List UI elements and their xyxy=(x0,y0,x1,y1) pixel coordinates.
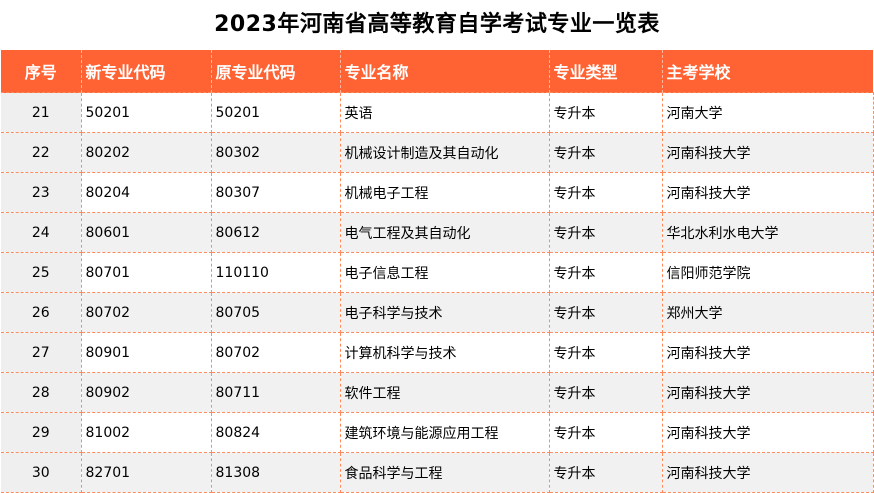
page-title: 2023年河南省高等教育自学考试专业一览表 xyxy=(214,12,660,37)
cell-new-code: 50201 xyxy=(80,92,212,133)
header-index: 序号 xyxy=(1,50,82,93)
cell-school: 河南大学 xyxy=(661,92,874,133)
cell-major-type: 专升本 xyxy=(548,212,663,253)
cell-old-code: 80705 xyxy=(210,292,341,333)
table-row: 22 80202 80302 机械设计制造及其自动化 专升本 河南科技大学 xyxy=(1,132,874,173)
cell-major-type: 专升本 xyxy=(548,332,663,373)
cell-school: 河南科技大学 xyxy=(661,452,874,493)
cell-old-code: 81308 xyxy=(210,452,341,493)
cell-major-name: 计算机科学与技术 xyxy=(339,332,550,373)
cell-school: 河南科技大学 xyxy=(661,372,874,413)
cell-old-code: 80612 xyxy=(210,212,341,253)
header-major-name: 专业名称 xyxy=(340,50,550,93)
cell-new-code: 81002 xyxy=(80,412,212,453)
cell-old-code: 80824 xyxy=(210,412,341,453)
cell-row-index: 30 xyxy=(1,452,82,493)
cell-major-name: 软件工程 xyxy=(339,372,550,413)
cell-old-code: 80702 xyxy=(210,332,341,373)
cell-old-code: 80302 xyxy=(210,132,341,173)
cell-major-type: 专升本 xyxy=(548,252,663,293)
cell-major-name: 机械设计制造及其自动化 xyxy=(339,132,550,173)
cell-school: 河南科技大学 xyxy=(661,332,874,373)
cell-new-code: 80204 xyxy=(80,172,212,213)
cell-school: 河南科技大学 xyxy=(661,172,874,213)
cell-major-type: 专升本 xyxy=(548,372,663,413)
cell-major-type: 专升本 xyxy=(548,172,663,213)
cell-school: 河南科技大学 xyxy=(661,132,874,173)
table-body: 21 50201 50201 英语 专升本 河南大学 22 80202 80302 机械设计制造及… xyxy=(1,92,874,493)
cell-major-name: 电子信息工程 xyxy=(339,252,550,293)
table-header: 序号 新专业代码 原专业代码 专业名称 专业类型 主考学校 xyxy=(1,50,873,93)
table-row: 28 80902 80711 软件工程 专升本 河南科技大学 xyxy=(1,372,874,413)
table-row: 29 81002 80824 建筑环境与能源应用工程 专升本 河南科技大学 xyxy=(1,412,874,453)
cell-new-code: 82701 xyxy=(80,452,212,493)
cell-school: 郑州大学 xyxy=(661,292,874,333)
table-row: 30 82701 81308 食品科学与工程 专升本 河南科技大学 xyxy=(1,452,874,493)
cell-major-type: 专升本 xyxy=(548,132,663,173)
header-old-code: 原专业代码 xyxy=(211,50,341,93)
cell-school: 河南科技大学 xyxy=(661,412,874,453)
table-row: 25 80701 110110 电子信息工程 专升本 信阳师范学院 xyxy=(1,252,874,293)
header-row: 序号 新专业代码 原专业代码 专业名称 专业类型 主考学校 xyxy=(1,50,873,93)
cell-row-index: 25 xyxy=(1,252,82,293)
cell-row-index: 21 xyxy=(1,92,82,133)
cell-row-index: 26 xyxy=(1,292,82,333)
cell-school: 华北水利水电大学 xyxy=(661,212,874,253)
table-row: 21 50201 50201 英语 专升本 河南大学 xyxy=(1,92,874,133)
cell-major-name: 食品科学与工程 xyxy=(339,452,550,493)
cell-new-code: 80902 xyxy=(80,372,212,413)
header-new-code: 新专业代码 xyxy=(81,50,212,93)
cell-major-type: 专升本 xyxy=(548,452,663,493)
table-row: 24 80601 80612 电气工程及其自动化 专升本 华北水利水电大学 xyxy=(1,212,874,253)
cell-old-code: 80711 xyxy=(210,372,341,413)
cell-major-name: 机械电子工程 xyxy=(339,172,550,213)
cell-row-index: 23 xyxy=(1,172,82,213)
cell-new-code: 80702 xyxy=(80,292,212,333)
cell-school: 信阳师范学院 xyxy=(661,252,874,293)
cell-old-code: 80307 xyxy=(210,172,341,213)
cell-row-index: 27 xyxy=(1,332,82,373)
majors-table: 序号 新专业代码 原专业代码 专业名称 专业类型 主考学校 21 50201 502… xyxy=(1,50,874,493)
cell-new-code: 80601 xyxy=(80,212,212,253)
cell-major-name: 建筑环境与能源应用工程 xyxy=(339,412,550,453)
cell-major-name: 电气工程及其自动化 xyxy=(339,212,550,253)
cell-major-name: 英语 xyxy=(339,92,550,133)
header-major-type: 专业类型 xyxy=(549,50,663,93)
cell-new-code: 80202 xyxy=(80,132,212,173)
cell-row-index: 29 xyxy=(1,412,82,453)
table-row: 23 80204 80307 机械电子工程 专升本 河南科技大学 xyxy=(1,172,874,213)
cell-old-code: 50201 xyxy=(210,92,341,133)
cell-row-index: 28 xyxy=(1,372,82,413)
cell-row-index: 22 xyxy=(1,132,82,173)
table-row: 27 80901 80702 计算机科学与技术 专升本 河南科技大学 xyxy=(1,332,874,373)
cell-new-code: 80901 xyxy=(80,332,212,373)
cell-major-type: 专升本 xyxy=(548,92,663,133)
table-row: 26 80702 80705 电子科学与技术 专升本 郑州大学 xyxy=(1,292,874,333)
cell-row-index: 24 xyxy=(1,212,82,253)
cell-major-name: 电子科学与技术 xyxy=(339,292,550,333)
cell-old-code: 110110 xyxy=(210,252,341,293)
cell-major-type: 专升本 xyxy=(548,412,663,453)
cell-major-type: 专升本 xyxy=(548,292,663,333)
cell-new-code: 80701 xyxy=(80,252,212,293)
header-school: 主考学校 xyxy=(662,50,873,93)
